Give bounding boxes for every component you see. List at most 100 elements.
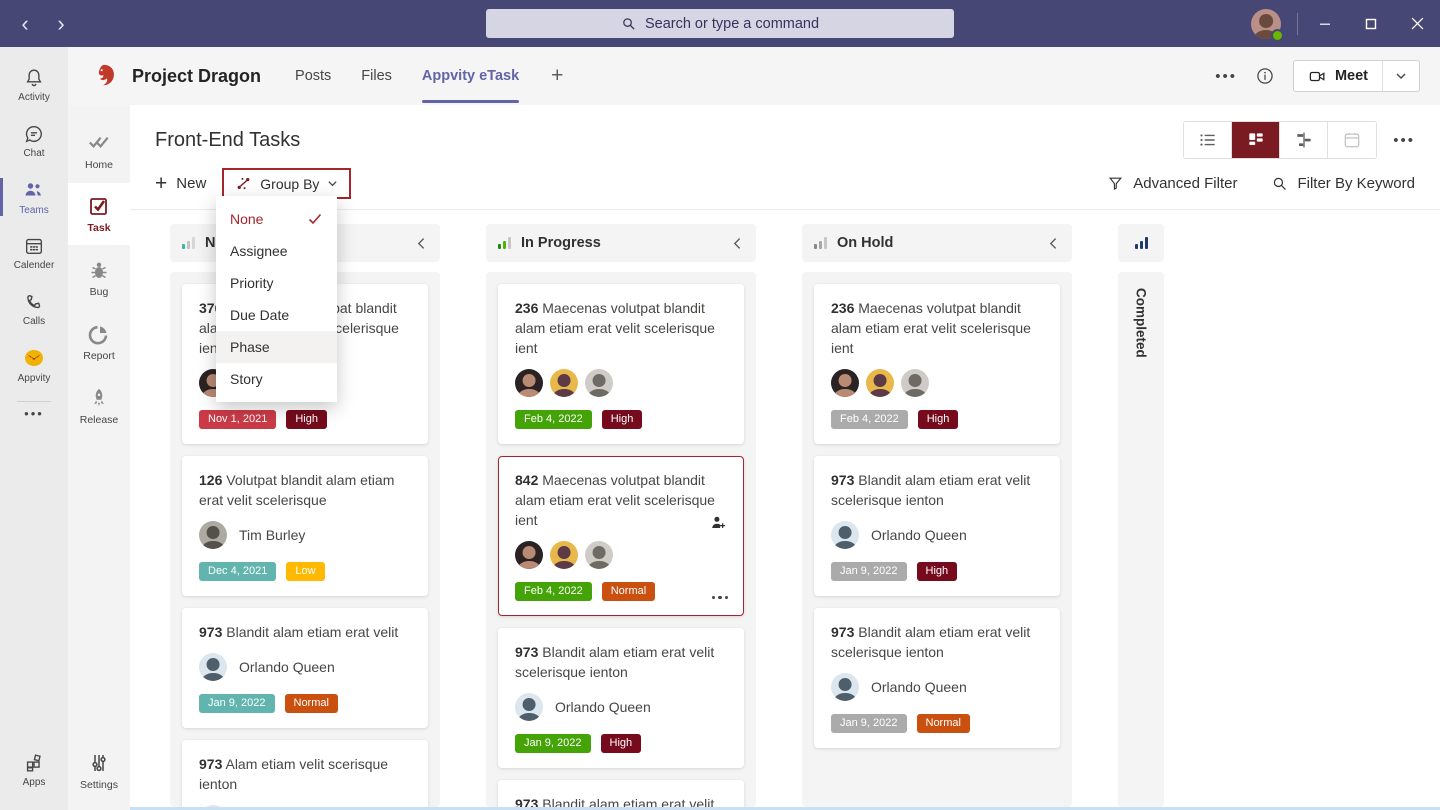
avatar-photo (585, 541, 613, 569)
advanced-filter-button[interactable]: Advanced Filter (1107, 175, 1237, 192)
etask-main: Front-End Tasks ••• + New (130, 105, 1440, 810)
new-task-button[interactable]: + New (155, 173, 206, 194)
task-card[interactable]: 973 Blandit alam etiam erat velit sceler… (498, 628, 744, 768)
assignee-row: Tim Burley (199, 521, 411, 549)
column-body: Completed (1118, 272, 1164, 807)
sidebar-item-calls[interactable]: Calls (0, 281, 68, 337)
sidebar-item-label: Calender (13, 260, 55, 271)
priority-badge: High (917, 410, 959, 429)
avatar (585, 541, 613, 569)
group-menu-item-none[interactable]: None (216, 203, 337, 235)
group-menu-item-priority[interactable]: Priority (216, 267, 337, 299)
gantt-view-button[interactable] (1280, 122, 1329, 158)
search-placeholder: Search or type a command (644, 15, 820, 32)
channel-more-icon[interactable]: ••• (1215, 67, 1237, 85)
sidebar-item-chat[interactable]: Chat (0, 113, 68, 169)
calendar-view-button[interactable] (1328, 122, 1377, 158)
sidebar-item-teams[interactable]: Teams (0, 169, 68, 225)
add-tab-icon[interactable]: + (551, 64, 564, 87)
forward-icon[interactable]: › (57, 10, 65, 36)
filter-keyword-label: Filter By Keyword (1297, 175, 1415, 192)
page-title: Front-End Tasks (155, 128, 301, 151)
page-more-icon[interactable]: ••• (1393, 131, 1415, 149)
sidebar-item-label: Activity (18, 92, 50, 103)
priority-badge: High (601, 410, 643, 429)
back-icon[interactable]: ‹ (21, 10, 29, 36)
sidebar-item-activity[interactable]: Activity (0, 57, 68, 113)
apps-grid-icon (23, 752, 45, 774)
card-more-icon[interactable] (711, 595, 728, 599)
column-status-icon (814, 237, 827, 249)
chat-icon (23, 123, 45, 145)
tab-appvity-etask[interactable]: Appvity eTask (421, 47, 520, 105)
task-card[interactable]: 973 Alam etiam velit scerisque ienton Orl… (182, 740, 428, 807)
group-menu-item-due-date[interactable]: Due Date (216, 299, 337, 331)
board-view-button[interactable] (1232, 122, 1281, 158)
task-id: 236 (831, 300, 855, 316)
nav-item-bug[interactable]: Bug (68, 247, 130, 309)
nav-item-settings[interactable]: Settings (68, 740, 130, 802)
task-card[interactable]: 973 Blandit alam etiam erat velit Orlando… (182, 608, 428, 728)
group-menu-item-story[interactable]: Story (216, 363, 337, 395)
nav-item-task[interactable]: Task (68, 183, 130, 245)
group-menu-item-phase[interactable]: Phase (216, 331, 337, 363)
tab-files[interactable]: Files (361, 68, 392, 84)
task-card[interactable]: 236 Maecenas volutpat blandit alam etiam… (498, 284, 744, 444)
sidebar-item-calendar[interactable]: Calender (0, 225, 68, 281)
collapse-column-icon[interactable] (731, 237, 744, 250)
filter-by-keyword-button[interactable]: Filter By Keyword (1271, 175, 1415, 192)
nav-item-release[interactable]: Release (68, 375, 130, 437)
board-toolbar: + New Group By Advanced Filter Filter By… (130, 158, 1440, 210)
assign-person-icon[interactable] (709, 513, 728, 532)
kanban-board: Not Started3761 Maecenas volutpat blandi… (130, 210, 1440, 807)
info-icon[interactable] (1255, 66, 1275, 86)
close-button[interactable] (1394, 0, 1440, 47)
board-column-completed: Completed (1118, 224, 1164, 807)
collapse-column-icon[interactable] (1047, 237, 1060, 250)
task-card-title: 973 Blandit alam etiam erat velit (199, 624, 399, 640)
task-card-title: 126 Volutpat blandit alam etiam erat vel… (199, 472, 395, 508)
meet-options-button[interactable] (1383, 61, 1419, 91)
menu-item-label: Assignee (230, 243, 288, 259)
sidebar-item-apps[interactable]: Apps (0, 742, 68, 798)
meet-split-button: Meet (1292, 60, 1420, 92)
meet-button[interactable]: Meet (1294, 61, 1382, 91)
task-id: 973 (831, 472, 855, 488)
search-input[interactable]: Search or type a command (486, 9, 954, 38)
rocket-icon (87, 386, 111, 410)
bell-icon (23, 67, 45, 89)
horizontal-scrollbar[interactable] (130, 807, 1440, 810)
group-menu-item-assignee[interactable]: Assignee (216, 235, 337, 267)
avatar (550, 541, 578, 569)
nav-item-report[interactable]: Report (68, 311, 130, 373)
task-card[interactable]: 973 Blandit alam etiam erat velit sceler… (498, 780, 744, 807)
user-avatar[interactable] (1251, 8, 1284, 42)
avatar-photo (515, 369, 543, 397)
chevron-down-icon (328, 181, 338, 187)
maximize-button[interactable] (1348, 0, 1394, 47)
rail-more-icon[interactable]: ••• (24, 406, 44, 421)
nav-item-home[interactable]: Home (68, 119, 130, 181)
minimize-button[interactable] (1302, 0, 1348, 47)
list-view-button[interactable] (1184, 122, 1233, 158)
group-by-button[interactable]: Group By (222, 168, 352, 199)
due-date-badge: Jan 9, 2022 (515, 734, 591, 753)
priority-badge: High (286, 410, 327, 429)
channel-tabs: Posts Files Appvity eTask + (295, 47, 563, 105)
avatar (901, 369, 929, 397)
titlebar-divider (1297, 12, 1298, 35)
task-card[interactable]: 973 Blandit alam etiam erat velit sceler… (814, 456, 1060, 596)
task-card[interactable]: 842 Maecenas volutpat blandit alam etiam… (498, 456, 744, 616)
task-id: 973 (831, 624, 855, 640)
task-card[interactable]: 973 Blandit alam etiam erat velit sceler… (814, 608, 1060, 748)
task-card[interactable]: 236 Maecenas volutpat blandit alam etiam… (814, 284, 1060, 444)
task-id: 236 (515, 300, 539, 316)
collapse-column-icon[interactable] (415, 237, 428, 250)
due-date-badge: Feb 4, 2022 (515, 410, 592, 429)
avatar-photo (901, 369, 929, 397)
tab-posts[interactable]: Posts (295, 68, 332, 84)
sidebar-item-appvity[interactable]: Appvity (0, 337, 68, 393)
task-card[interactable]: 126 Volutpat blandit alam etiam erat vel… (182, 456, 428, 596)
titlebar: ‹ › Search or type a command (0, 0, 1440, 47)
priority-badge: High (600, 734, 642, 753)
